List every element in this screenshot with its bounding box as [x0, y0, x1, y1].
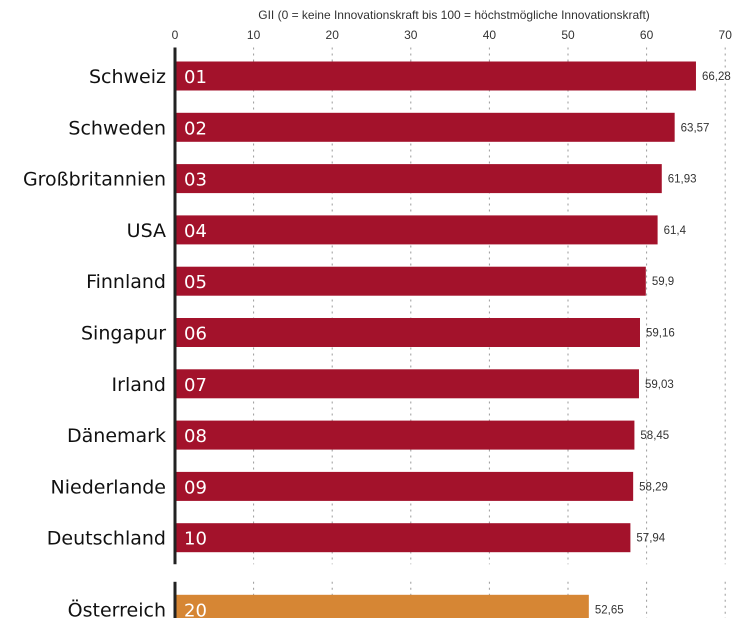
category-label: Irland — [112, 374, 166, 396]
bar — [175, 112, 675, 142]
value-label: 59,03 — [645, 379, 674, 391]
rank-label: 01 — [184, 67, 207, 88]
rank-label: 08 — [184, 426, 207, 447]
bar — [175, 523, 631, 553]
category-label: Finnland — [86, 271, 166, 293]
bar — [175, 61, 696, 91]
category-label: Deutschland — [47, 528, 166, 550]
x-axis-title: GII (0 = keine Innovationskraft bis 100 … — [258, 8, 650, 22]
bar — [175, 471, 634, 501]
category-label: Singapur — [81, 323, 166, 345]
grid-lines — [253, 47, 726, 618]
category-label: Österreich — [68, 598, 166, 618]
value-label: 61,4 — [664, 225, 687, 237]
value-label: 66,28 — [702, 71, 731, 83]
rank-label: 03 — [184, 170, 207, 191]
category-label: USA — [127, 220, 166, 242]
x-tick-label: 0 — [172, 28, 179, 42]
category-labels: Schweiz Schweden Großbritannien USA Finnland… — [23, 66, 166, 618]
rank-label: 20 — [184, 600, 207, 618]
value-label: 58,29 — [639, 481, 668, 493]
x-tick-label: 30 — [404, 28, 418, 42]
rank-label: 02 — [184, 118, 207, 139]
value-label: 63,57 — [681, 122, 710, 134]
bar — [175, 318, 640, 347]
x-tick-label: 40 — [483, 28, 497, 42]
bar — [175, 369, 639, 399]
value-label: 59,16 — [646, 328, 675, 340]
bars: 01 66,28 02 63,57 03 61,93 04 61,4 05 59,9 06 59,16… — [175, 61, 731, 618]
value-label: 57,94 — [636, 533, 665, 545]
category-label: Schweiz — [89, 66, 166, 88]
rank-label: 09 — [184, 477, 207, 498]
rank-label: 10 — [184, 529, 207, 550]
bar — [175, 420, 635, 450]
x-tick-label: 50 — [561, 28, 575, 42]
x-axis-ticks: 0 10 20 30 40 50 60 70 — [172, 28, 733, 42]
bar — [175, 164, 662, 194]
rank-label: 04 — [184, 221, 207, 242]
category-label: Dänemark — [67, 425, 166, 447]
value-label: 52,65 — [595, 604, 624, 616]
category-label: Großbritannien — [23, 169, 166, 191]
rank-label: 06 — [184, 324, 207, 345]
category-label: Schweden — [68, 117, 166, 139]
x-tick-label: 10 — [247, 28, 261, 42]
x-tick-label: 20 — [326, 28, 340, 42]
x-tick-label: 60 — [640, 28, 654, 42]
value-label: 61,93 — [668, 174, 697, 186]
bar — [175, 266, 646, 296]
bar — [175, 594, 589, 618]
rank-label: 07 — [184, 375, 207, 396]
rank-label: 05 — [184, 272, 207, 293]
bar — [175, 215, 658, 245]
x-tick-label: 70 — [719, 28, 733, 42]
value-label: 58,45 — [640, 430, 669, 442]
category-label: Niederlande — [51, 476, 166, 498]
value-label: 59,9 — [652, 276, 674, 288]
